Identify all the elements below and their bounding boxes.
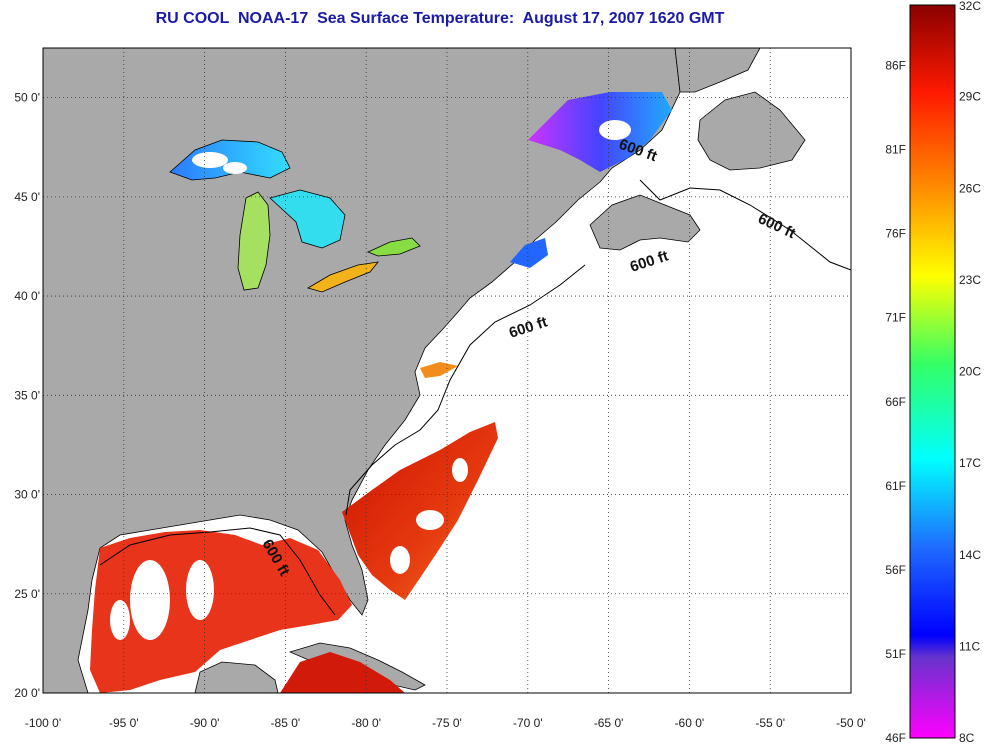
latitude-axis: 50 0' 45 0' 40 0' 35 0' 30 0' 25 0' 20 0': [14, 91, 40, 700]
colorbar-celsius-label: 11C: [959, 639, 980, 653]
lat-tick-label: 25 0': [14, 587, 40, 601]
lon-tick-label: -85 0': [271, 716, 301, 730]
lake-huron: [269, 189, 346, 249]
sst-gulf-of-maine: [510, 238, 548, 268]
cloud-mask: [110, 120, 631, 640]
sst-caribbean: [280, 652, 405, 693]
lon-tick-label: -55 0': [755, 716, 785, 730]
isobath-600ft-atlantic: [639, 179, 851, 271]
graticule: [43, 48, 851, 693]
map-frame: [42, 47, 852, 694]
colorbar-celsius-label: 8C: [959, 731, 975, 745]
colorbar-fahrenheit-label: 51F: [885, 647, 906, 661]
colorbar-fahrenheit-labels: 86F 81F 76F 71F 66F 61F 56F 51F 46F: [885, 59, 906, 745]
colorbar-fahrenheit-label: 46F: [885, 731, 906, 745]
colorbar-celsius-label: 26C: [959, 181, 981, 195]
colorbar-gradient: [909, 4, 956, 739]
colorbar-fahrenheit-label: 71F: [885, 311, 906, 325]
lon-tick-label: -75 0': [432, 716, 462, 730]
lat-tick-label: 45 0': [14, 190, 40, 204]
lon-tick-label: -90 0': [190, 716, 220, 730]
lake-ontario: [366, 237, 421, 257]
colorbar-celsius-labels: 32C 29C 26C 23C 20C 17C 14C 11C 8C: [959, 0, 981, 745]
lat-tick-label: 20 0': [14, 686, 40, 700]
lake-erie: [306, 261, 379, 293]
colorbar-celsius-label: 20C: [959, 365, 981, 379]
colorbar-celsius-label: 14C: [959, 548, 981, 562]
colorbar-celsius-label: 23C: [959, 273, 981, 287]
lon-tick-label: -95 0': [109, 716, 139, 730]
colorbar-fahrenheit-label: 86F: [885, 59, 906, 73]
land-newfoundland: [697, 91, 806, 171]
lake-michigan: [237, 191, 271, 291]
colorbar-celsius-label: 17C: [959, 456, 981, 470]
isobath-600ft-gulf: [99, 527, 336, 616]
colorbar-fahrenheit-label: 76F: [885, 227, 906, 241]
land-labrador: [674, 48, 761, 93]
lon-tick-label: -50 0': [836, 716, 866, 730]
longitude-axis: -100 0' -95 0' -90 0' -85 0' -80 0' -75 0' -70…: [25, 716, 866, 730]
colorbar-celsius-label: 32C: [959, 0, 981, 13]
lon-tick-label: -80 0': [351, 716, 381, 730]
lon-tick-label: -60 0': [675, 716, 705, 730]
colorbar-fahrenheit-label: 81F: [885, 143, 906, 157]
colorbar-fahrenheit-label: 66F: [885, 395, 906, 409]
lon-tick-label: -100 0': [25, 716, 61, 730]
lon-tick-label: -65 0': [594, 716, 624, 730]
lat-tick-label: 40 0': [14, 289, 40, 303]
lake-superior: [169, 139, 291, 181]
colorbar-celsius-label: 29C: [959, 90, 981, 104]
land-yucatan: [194, 661, 279, 693]
colorbar: 32C 29C 26C 23C 20C 17C 14C 11C 8C 86F 81F 76F 71F 6…: [885, 0, 981, 745]
map-title: RU COOL NOAA-17 Sea Surface Temperature:…: [155, 10, 725, 27]
sst-chesapeake: [420, 362, 458, 378]
lat-tick-label: 50 0': [14, 91, 40, 105]
lat-tick-label: 30 0': [14, 488, 40, 502]
colorbar-fahrenheit-label: 56F: [885, 563, 906, 577]
colorbar-fahrenheit-label: 61F: [885, 479, 906, 493]
lon-tick-label: -70 0': [513, 716, 543, 730]
lat-tick-label: 35 0': [14, 388, 40, 402]
